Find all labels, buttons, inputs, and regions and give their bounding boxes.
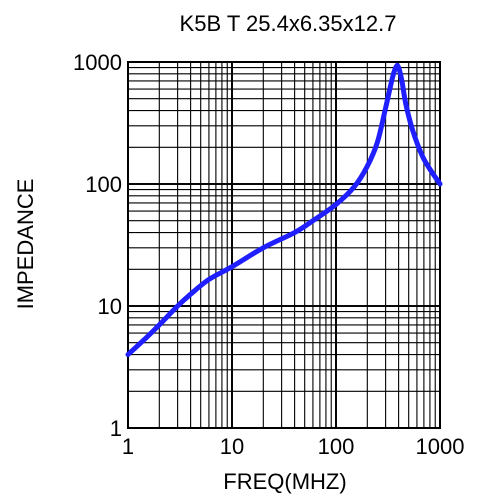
x-tick-label: 10 [220, 434, 244, 459]
x-tick-label: 1000 [416, 434, 465, 459]
series-line [125, 62, 443, 358]
series-layer [125, 62, 443, 358]
grid [127, 61, 441, 429]
y-axis-ticks: 1 10 100 1000 [73, 50, 122, 441]
y-tick-label: 100 [85, 172, 122, 197]
x-axis-ticks: 1 10 100 1000 [122, 434, 465, 459]
plot-frame [127, 61, 441, 429]
x-tick-label: 100 [318, 434, 355, 459]
x-tick-label: 1 [122, 434, 134, 459]
y-axis-label: IMPEDANCE [13, 179, 38, 310]
chart-title: K5B T 25.4x6.35x12.7 [180, 11, 397, 36]
y-tick-label: 1 [110, 416, 122, 441]
y-tick-label: 10 [98, 294, 122, 319]
y-tick-label: 1000 [73, 50, 122, 75]
x-axis-label: FREQ(MHZ) [223, 469, 346, 494]
